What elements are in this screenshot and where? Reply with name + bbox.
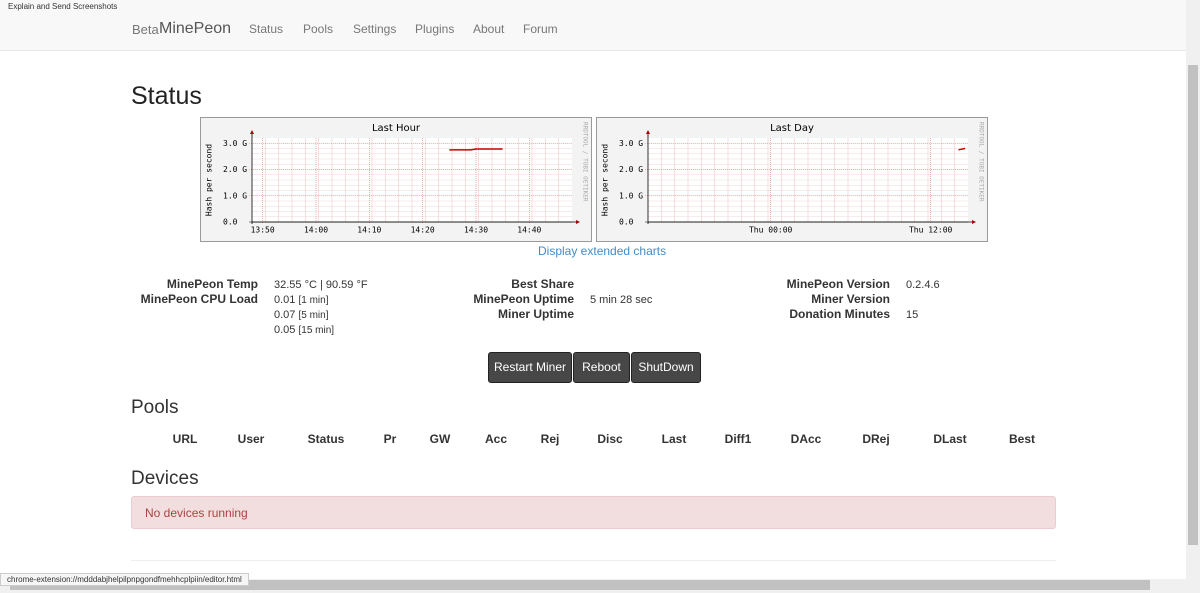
y-tick-label: 3.0 G bbox=[223, 139, 247, 148]
graph-panel: Last Hour Hash per second RRDTOOL / TOBI O… bbox=[200, 117, 592, 242]
scroll-thumb[interactable] bbox=[1188, 65, 1198, 545]
column-header: Status bbox=[307, 432, 345, 446]
load: 0.01 bbox=[274, 294, 296, 306]
section-heading: Devices bbox=[131, 468, 199, 489]
stat-label: MinePeon CPU Load bbox=[140, 292, 258, 306]
load-unit: [15 min] bbox=[298, 325, 335, 336]
graph-title: Last Hour bbox=[372, 123, 421, 134]
hashrate-line bbox=[958, 147, 966, 151]
x-tick-label: 14:30 bbox=[464, 226, 488, 235]
nav-link[interactable]: Status bbox=[249, 22, 284, 36]
load: 0.07 bbox=[274, 309, 296, 321]
stat-label: Donation Minutes bbox=[789, 307, 890, 321]
extension-title: Explain and Send Screenshots bbox=[8, 2, 118, 11]
x-tick-label: Thu 12:00 bbox=[909, 226, 953, 235]
extended-charts-link[interactable]: Display extended charts bbox=[538, 244, 667, 258]
stat-value: 32.55 °C | 90.59 °F bbox=[274, 279, 368, 291]
column-header: Disc bbox=[597, 432, 623, 446]
y-tick-label: 0.0 bbox=[223, 218, 238, 227]
stat-label: MinePeon Version bbox=[786, 277, 890, 291]
x-tick-label: 14:10 bbox=[357, 226, 381, 235]
column-header: Pr bbox=[383, 432, 397, 446]
graph-title: Last Day bbox=[770, 123, 814, 134]
y-tick-label: 0.0 bbox=[619, 218, 634, 227]
restart-button[interactable]: Restart Miner bbox=[488, 352, 572, 383]
column-header: Diff1 bbox=[724, 432, 752, 446]
status-bar: chrome-extension://mdddabjhelpilpnpgondf… bbox=[0, 573, 249, 586]
navbar bbox=[0, 0, 1186, 51]
column-header: Acc bbox=[484, 432, 508, 446]
column-header: DLast bbox=[933, 432, 967, 446]
column-header: Best bbox=[1008, 432, 1036, 446]
column-header: GW bbox=[429, 432, 451, 446]
y-tick-label: 1.0 G bbox=[223, 191, 247, 200]
y-axis-label: Hash per second bbox=[601, 144, 610, 216]
column-header: URL bbox=[172, 432, 198, 446]
nav-link[interactable]: Settings bbox=[353, 22, 397, 36]
load-unit: [1 min] bbox=[298, 295, 329, 306]
column-header: DAcc bbox=[790, 432, 822, 446]
column-header: Last bbox=[661, 432, 687, 446]
y-tick-label: 2.0 G bbox=[619, 165, 643, 174]
nav-link[interactable]: Forum bbox=[523, 22, 558, 36]
stat-value: 0.05 [15 min] bbox=[274, 324, 334, 336]
shutdown-button[interactable]: ShutDown bbox=[631, 352, 701, 383]
watermark: RRDTOOL / TOBI OETIKER bbox=[582, 122, 589, 202]
x-tick-label: Thu 00:00 bbox=[749, 226, 793, 235]
divider bbox=[131, 560, 1056, 561]
column-header: DRej bbox=[862, 432, 890, 446]
x-tick-label: 14:20 bbox=[411, 226, 435, 235]
stat-value: 0.01 [1 min] bbox=[274, 294, 329, 306]
nav-link[interactable]: About bbox=[473, 22, 505, 36]
y-axis-label: Hash per second bbox=[205, 144, 214, 216]
nav-link[interactable]: Plugins bbox=[415, 22, 455, 36]
stat-value: 0.2.4.6 bbox=[906, 279, 940, 291]
x-tick-label: 14:00 bbox=[304, 226, 328, 235]
watermark: RRDTOOL / TOBI OETIKER bbox=[978, 122, 985, 202]
load-unit: [5 min] bbox=[298, 310, 329, 321]
nav-link[interactable]: Pools bbox=[303, 22, 334, 36]
graph: Last Hour Hash per second RRDTOOL / TOBI O… bbox=[205, 122, 589, 235]
hashrate-line bbox=[449, 148, 503, 151]
alert-text: No devices running bbox=[145, 506, 248, 520]
page-title: Status bbox=[131, 82, 202, 110]
y-tick-label: 3.0 G bbox=[619, 139, 643, 148]
y-tick-label: 2.0 G bbox=[223, 165, 247, 174]
column-header: User bbox=[237, 432, 265, 446]
stat-label: MinePeon Temp bbox=[166, 277, 258, 291]
graph: Last Day Hash per second RRDTOOL / TOBI OE… bbox=[601, 122, 985, 235]
x-tick-label: 13:50 bbox=[251, 226, 275, 235]
stat-value: 5 min 28 sec bbox=[590, 294, 653, 306]
brand[interactable]: MinePeon bbox=[159, 20, 232, 37]
y-tick-label: 1.0 G bbox=[619, 191, 643, 200]
stat-label: Miner Uptime bbox=[497, 307, 574, 321]
section-heading: Pools bbox=[131, 397, 179, 418]
graph-panel: Last Day Hash per second RRDTOOL / TOBI OE… bbox=[596, 117, 988, 242]
h-scroll-thumb[interactable] bbox=[10, 580, 1150, 590]
stat-label: Best Share bbox=[511, 277, 574, 291]
stat-value: 15 bbox=[906, 309, 919, 321]
column-header: Rej bbox=[540, 432, 560, 446]
stat-label: MinePeon Uptime bbox=[473, 292, 574, 306]
stat-label: Miner Version bbox=[811, 292, 890, 306]
alert bbox=[131, 496, 1056, 529]
x-tick-label: 14:40 bbox=[517, 226, 541, 235]
reboot-button[interactable]: Reboot bbox=[573, 352, 630, 383]
load: 0.05 bbox=[274, 324, 296, 336]
stat-value: 0.07 [5 min] bbox=[274, 309, 329, 321]
brand-prefix[interactable]: Beta bbox=[132, 22, 159, 37]
